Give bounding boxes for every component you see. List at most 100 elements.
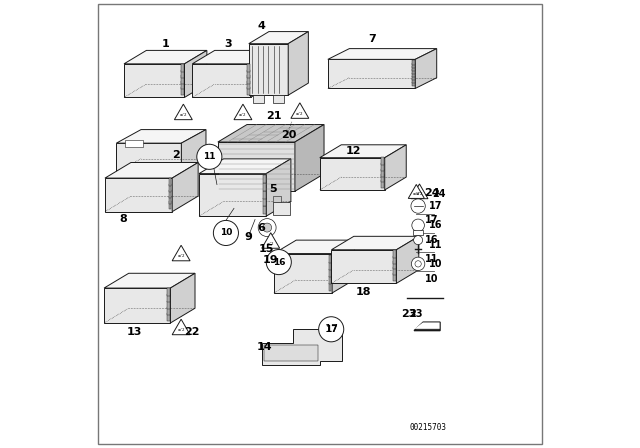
Polygon shape [105, 163, 198, 178]
Text: 2: 2 [172, 150, 180, 159]
Bar [393, 267, 396, 275]
Text: a/2: a/2 [296, 112, 303, 116]
Bar [262, 198, 266, 206]
Text: 16: 16 [429, 220, 442, 230]
Bar [247, 87, 250, 95]
Bar [328, 60, 415, 89]
Bar [393, 250, 396, 258]
Polygon shape [266, 159, 291, 216]
Bar [168, 202, 172, 210]
Bar [104, 288, 170, 323]
Bar [247, 69, 250, 78]
Circle shape [319, 317, 344, 342]
Bar [116, 143, 181, 172]
Circle shape [213, 220, 239, 246]
Text: 7: 7 [369, 34, 376, 44]
Polygon shape [332, 240, 355, 293]
Bar [274, 254, 332, 293]
Text: a/2: a/2 [177, 328, 185, 332]
Bar [262, 176, 266, 184]
Text: 19: 19 [263, 255, 278, 265]
Bar [262, 183, 266, 191]
Polygon shape [288, 31, 308, 95]
Circle shape [262, 223, 271, 232]
Bar [199, 174, 266, 216]
Polygon shape [181, 129, 206, 172]
Text: 00215703: 00215703 [409, 423, 446, 432]
Bar [381, 163, 384, 171]
Polygon shape [184, 51, 207, 98]
Polygon shape [274, 240, 355, 254]
Bar [168, 196, 172, 203]
Polygon shape [262, 329, 342, 365]
Bar [273, 202, 291, 215]
Text: 10: 10 [220, 228, 232, 237]
Polygon shape [273, 95, 284, 103]
Bar [264, 345, 317, 361]
Polygon shape [116, 129, 206, 143]
Bar [328, 283, 332, 291]
Polygon shape [175, 104, 192, 120]
Bar [181, 87, 184, 95]
Text: 1: 1 [161, 39, 170, 49]
Polygon shape [415, 323, 440, 329]
Text: a/2: a/2 [177, 254, 185, 258]
Bar [412, 76, 415, 80]
Bar [393, 273, 396, 281]
Circle shape [412, 219, 424, 232]
Circle shape [411, 199, 425, 213]
Text: 3: 3 [225, 39, 232, 49]
Text: 12: 12 [346, 146, 362, 156]
Bar [381, 174, 384, 182]
Text: 24: 24 [424, 188, 440, 198]
Text: 23: 23 [401, 310, 417, 319]
Polygon shape [396, 237, 419, 284]
Text: 9: 9 [244, 232, 252, 242]
Text: 17: 17 [325, 324, 339, 334]
Text: 10: 10 [429, 259, 442, 269]
Bar [167, 289, 170, 297]
Circle shape [197, 144, 222, 169]
Bar [262, 191, 266, 199]
Text: 20: 20 [281, 130, 296, 140]
Text: 10: 10 [425, 274, 439, 284]
Text: a/2: a/2 [239, 113, 246, 117]
Bar [328, 255, 332, 263]
Bar [381, 180, 384, 188]
Bar [168, 190, 172, 198]
Polygon shape [328, 49, 436, 60]
Text: a/2: a/2 [267, 241, 275, 246]
Polygon shape [320, 145, 406, 158]
Polygon shape [172, 319, 190, 335]
Circle shape [258, 219, 276, 237]
Bar [193, 64, 251, 98]
Polygon shape [124, 51, 207, 64]
Polygon shape [291, 103, 309, 118]
Bar [413, 230, 424, 235]
Polygon shape [262, 233, 280, 248]
Text: 21: 21 [266, 111, 282, 121]
Text: a/2: a/2 [180, 113, 187, 117]
Text: 16: 16 [273, 258, 285, 267]
Polygon shape [170, 273, 195, 323]
Bar [328, 269, 332, 277]
Bar [247, 76, 250, 84]
Polygon shape [411, 184, 428, 199]
Circle shape [266, 250, 291, 275]
Text: 8: 8 [119, 214, 127, 224]
Bar [412, 82, 415, 86]
Bar [320, 158, 385, 190]
Polygon shape [332, 237, 419, 250]
Text: a/2: a/2 [416, 192, 423, 196]
Text: 16: 16 [425, 235, 439, 245]
Text: 14: 14 [256, 342, 272, 352]
Bar [167, 313, 170, 321]
Bar [412, 60, 415, 65]
Bar [247, 64, 250, 72]
Bar [181, 64, 184, 72]
Text: 4: 4 [258, 21, 266, 30]
Bar [393, 255, 396, 263]
Polygon shape [172, 245, 190, 261]
Bar [105, 178, 172, 212]
Bar [218, 142, 295, 191]
